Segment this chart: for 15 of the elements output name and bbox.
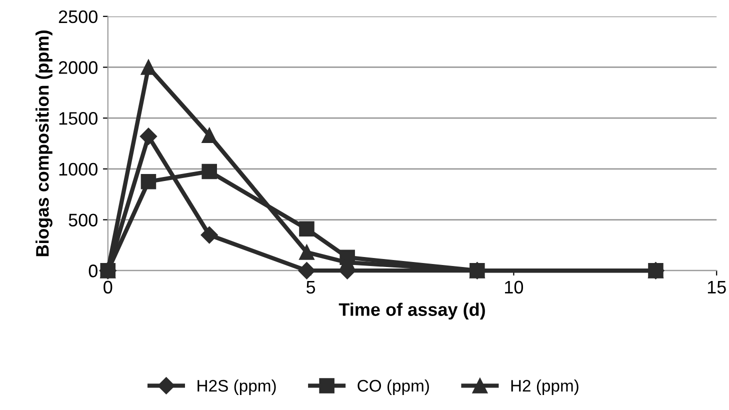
x-axis-title: Time of assay (d) bbox=[338, 302, 485, 320]
legend-label: H2 (ppm) bbox=[511, 379, 578, 395]
legend-label: CO (ppm) bbox=[358, 379, 429, 395]
y-axis-title: Biogas composition (ppm) bbox=[36, 30, 52, 256]
x-tick-label: 5 bbox=[306, 280, 316, 294]
y-tick-label: 2500 bbox=[58, 10, 98, 24]
y-tick-label: 0 bbox=[88, 264, 98, 278]
y-tick-label: 2000 bbox=[58, 61, 98, 74]
y-tick-label: 1000 bbox=[59, 162, 98, 176]
x-tick-label: 10 bbox=[505, 280, 524, 294]
y-tick-label: 1500 bbox=[59, 112, 98, 125]
legend-label: H2S (ppm) bbox=[198, 379, 276, 395]
x-tick-label: 0 bbox=[104, 280, 112, 294]
y-tick-label: 500 bbox=[68, 214, 98, 226]
x-tick-label: 15 bbox=[708, 280, 726, 294]
